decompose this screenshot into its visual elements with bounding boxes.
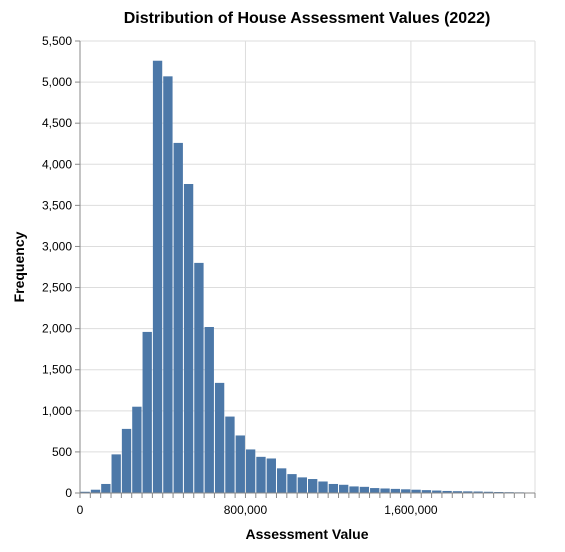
histogram-bar bbox=[215, 383, 224, 493]
x-axis-ticks: 0 800,000 1,600,000 bbox=[77, 493, 535, 517]
y-tick-label: 0 bbox=[65, 486, 72, 500]
histogram-bar bbox=[163, 76, 172, 493]
y-tick-label: 5,000 bbox=[42, 75, 72, 89]
histogram-bar bbox=[391, 489, 400, 493]
y-tick-label: 500 bbox=[52, 445, 72, 459]
y-tick-label: 5,500 bbox=[42, 34, 72, 48]
histogram-bar bbox=[132, 407, 141, 493]
x-tick-label: 1,600,000 bbox=[384, 503, 438, 517]
y-tick-label: 1,500 bbox=[42, 363, 72, 377]
histogram-bar bbox=[122, 429, 131, 493]
histogram-bar bbox=[112, 454, 121, 493]
y-tick-label: 3,500 bbox=[42, 198, 72, 212]
x-axis-title: Assessment Value bbox=[246, 526, 369, 542]
histogram-bar bbox=[308, 479, 317, 493]
histogram-bar bbox=[205, 327, 214, 493]
histogram-bar bbox=[246, 449, 255, 493]
histogram-bar bbox=[287, 474, 296, 493]
y-tick-label: 2,500 bbox=[42, 281, 72, 295]
x-tick-label: 0 bbox=[77, 503, 84, 517]
y-tick-label: 2,000 bbox=[42, 322, 72, 336]
histogram-bar bbox=[380, 488, 389, 493]
histogram-bar bbox=[370, 488, 379, 493]
y-axis-title: Frequency bbox=[11, 231, 27, 302]
x-tick-label: 800,000 bbox=[224, 503, 268, 517]
chart-title: Distribution of House Assessment Values … bbox=[124, 10, 491, 27]
histogram-bar bbox=[153, 61, 162, 493]
y-tick-label: 4,500 bbox=[42, 116, 72, 130]
histogram-bar bbox=[401, 489, 410, 493]
histogram-bar bbox=[143, 332, 152, 493]
histogram-bar bbox=[174, 143, 183, 493]
histogram-bar bbox=[349, 486, 358, 493]
histogram-bar bbox=[101, 484, 110, 493]
histogram-bar bbox=[267, 458, 276, 493]
y-tick-label: 1,000 bbox=[42, 404, 72, 418]
y-tick-label: 4,000 bbox=[42, 157, 72, 171]
histogram-bar bbox=[318, 481, 327, 493]
histogram-bar bbox=[194, 263, 203, 493]
y-tick-label: 3,000 bbox=[42, 239, 72, 253]
y-axis-ticks: 0 500 1,000 1,500 2,000 2,500 3,000 3,500 4,000 4… bbox=[42, 34, 80, 500]
histogram-bar bbox=[329, 484, 338, 493]
bars bbox=[81, 61, 535, 493]
histogram-bar bbox=[339, 485, 348, 493]
histogram-bar bbox=[277, 468, 286, 493]
histogram-bar bbox=[256, 457, 265, 493]
histogram-bar bbox=[184, 184, 193, 493]
histogram-bar bbox=[360, 487, 369, 493]
histogram-bar bbox=[236, 435, 245, 493]
histogram-bar bbox=[298, 477, 307, 493]
histogram-bar bbox=[225, 417, 234, 493]
